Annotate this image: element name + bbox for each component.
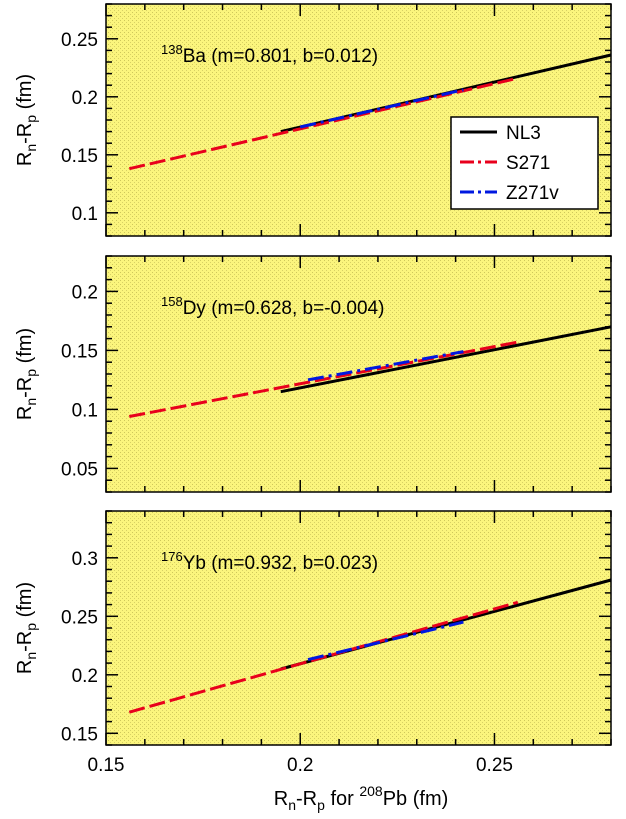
legend-label-nl3: NL3 [506,123,541,144]
y-axis-label: Rn-Rp (fm) [14,74,39,166]
legend-label-s271: S271 [506,153,550,174]
y-tick-label: 0.2 [72,282,98,303]
y-tick-label: 0.15 [61,724,98,745]
panel-annotation: 158Dy (m=0.628, b=-0.004) [161,294,384,319]
x-tick-label: 0.15 [88,755,125,776]
panel-yb: 0.15 0.2 0.25 0.3 Rn-Rp (fm) 176Yb (m=0.932, … [14,510,612,746]
x-axis-label: Rn-Rp for 208Pb (fm) [274,783,449,813]
y-tick-label: 0.05 [61,459,98,480]
y-axis-label: Rn-Rp (fm) [14,328,39,420]
y-tick-label: 0.25 [61,30,98,51]
x-tick-label: 0.2 [287,755,313,776]
y-axis-label: Rn-Rp (fm) [14,582,39,674]
y-tick-label: 0.2 [72,666,98,687]
y-tick-label: 0.1 [72,204,98,225]
y-tick-label: 0.25 [61,607,98,628]
y-tick-label: 0.15 [61,341,98,362]
panel-annotation: 138Ba (m=0.801, b=0.012) [161,42,378,67]
y-tick-label: 0.2 [72,88,98,109]
legend: NL3 S271 Z271v [450,116,599,210]
series-line-nl3 [280,325,612,394]
y-tick-label: 0.3 [72,549,98,570]
series-line-s271 [128,76,519,171]
series-line-z271v [307,350,464,382]
legend-box [450,116,599,210]
x-tick-label: 0.25 [476,755,513,776]
series-line-z271v [299,88,464,129]
panel-dy: 0.05 0.1 0.15 0.2 Rn-Rp (fm) 158Dy (m=0.628, … [14,255,612,493]
plot-area [106,511,611,745]
panel-annotation: 176Yb (m=0.932, b=0.023) [161,549,378,574]
series-line-z271v [307,620,464,662]
y-tick-label: 0.15 [61,146,98,167]
legend-label-z271v: Z271v [506,183,559,204]
y-tick-label: 0.1 [72,400,98,421]
